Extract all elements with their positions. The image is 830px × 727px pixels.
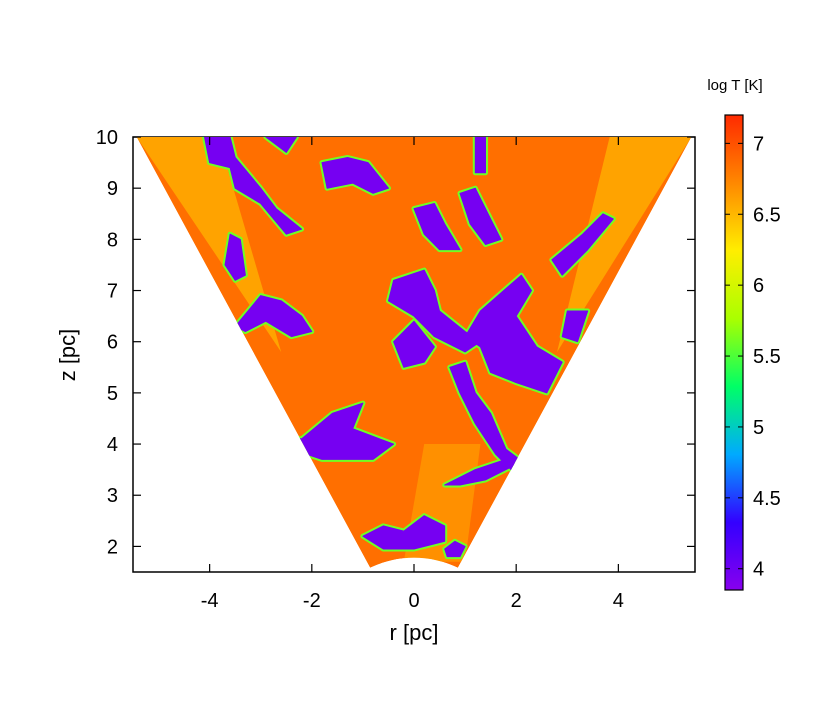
cold-clump [459,187,502,245]
y-tick-label: 5 [107,383,118,405]
y-tick-label: 6 [107,332,118,354]
colorbar [724,114,744,591]
x-axis-ticks: -4 -2 0 2 4 [201,137,624,612]
cold-clump [474,137,486,174]
colorbar-tick-label: 5 [753,417,764,439]
x-tick-label: 2 [511,590,522,612]
cold-clump [413,203,461,251]
x-tick-label: -4 [201,590,219,612]
cold-clump [362,515,446,550]
y-tick-label: 2 [107,536,118,558]
x-axis-label: r [pc] [390,620,439,645]
cold-clump [551,213,614,276]
colorbar-tick-label: 7 [753,133,764,155]
y-tick-label: 8 [107,229,118,251]
colorbar-tick-label: 4 [753,559,764,581]
cold-clump [464,274,563,394]
y-tick-label: 10 [96,127,118,149]
cold-clump [393,320,435,368]
y-tick-label: 7 [107,281,118,303]
cold-clump [204,137,303,235]
colorbar-ticks: 4 4.5 5 5.5 6 6.5 7 [725,133,781,581]
y-axis-ticks: 2 3 4 5 6 7 8 9 10 [96,127,695,558]
colorbar-tick-label: 6 [753,275,764,297]
cold-clump [224,233,246,281]
cold-clump [234,295,313,338]
cold-clump [444,540,466,558]
wedge-heatmap [136,137,692,568]
colorbar-tick-label: 4.5 [753,488,781,510]
y-tick-label: 4 [107,434,118,456]
y-axis-label: z [pc] [55,329,80,382]
y-tick-label: 9 [107,178,118,200]
colorbar-tick-label: 6.5 [753,204,781,226]
colorbar-label: log T [K] [707,77,762,94]
cold-clump [321,157,389,194]
colorbar-tick-label: 5.5 [753,346,781,368]
y-tick-label: 3 [107,485,118,507]
cold-clump [561,310,589,343]
cold-clump [265,137,297,153]
x-tick-label: -2 [303,590,321,612]
x-tick-label: 0 [408,590,419,612]
wedge-left-warm-edge [136,137,282,352]
x-tick-label: 4 [613,590,624,612]
cold-clumps [204,137,614,558]
wedge-right-warm-edge [557,137,692,352]
